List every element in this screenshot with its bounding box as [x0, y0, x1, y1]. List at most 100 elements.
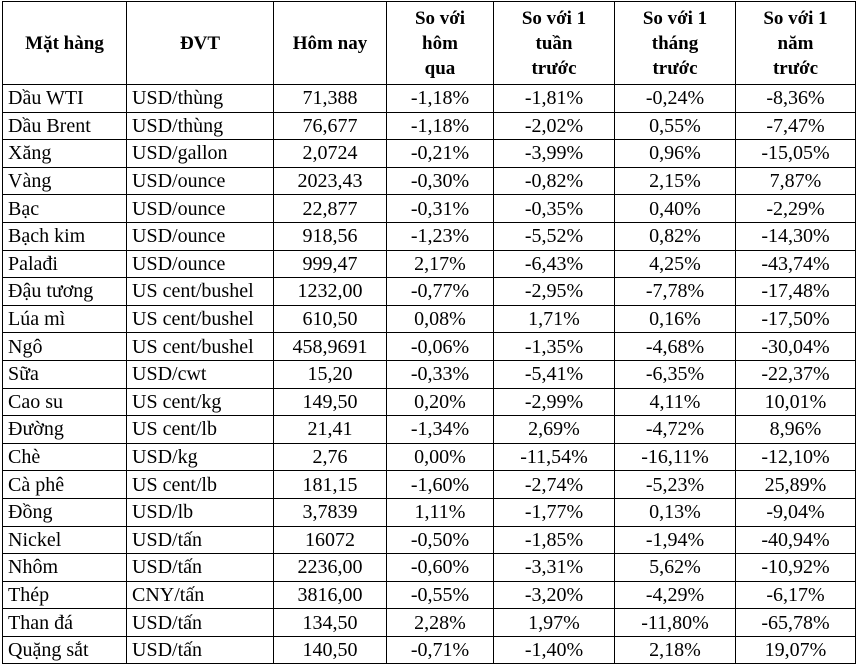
table-cell: 0,00%: [386, 442, 494, 472]
table-row: Than đá USD/tấn 134,50 2,28% 1,97% -11,80% -65…: [2, 608, 856, 637]
table-cell: -11,80%: [614, 608, 736, 637]
table-cell: US cent/bushel: [126, 332, 274, 361]
table-cell: 2,17%: [386, 249, 494, 279]
table-cell: 15,20: [273, 359, 387, 389]
table-cell: Đường: [2, 415, 127, 444]
table-cell: -0,21%: [386, 139, 494, 168]
table-cell: 610,50: [273, 304, 387, 334]
table-cell: 3816,00: [273, 580, 387, 610]
table-cell: -1,18%: [386, 84, 494, 113]
header-line: năm: [777, 32, 814, 54]
table-cell: -1,34%: [386, 415, 494, 444]
table-cell: -0,33%: [386, 359, 494, 389]
table-cell: -6,17%: [735, 580, 856, 610]
header-line: So với: [414, 7, 466, 29]
table-cell: 458,9691: [273, 332, 387, 361]
header-line: qua: [424, 57, 456, 79]
table-cell: 4,11%: [614, 387, 736, 417]
table-cell: Dầu WTI: [2, 84, 127, 113]
table-cell: -16,11%: [614, 442, 736, 472]
table-cell: Đồng: [2, 497, 127, 527]
header-line: ĐVT: [179, 32, 221, 54]
table-cell: -6,43%: [493, 249, 615, 279]
table-cell: -9,04%: [735, 497, 856, 527]
table-cell: -7,78%: [614, 277, 736, 306]
table-row: Dầu Brent USD/thùng 76,677 -1,18% -2,02% 0,55…: [2, 111, 856, 141]
header-line: trước: [772, 57, 819, 79]
table-cell: US cent/lb: [126, 470, 274, 499]
table-cell: 149,50: [273, 387, 387, 417]
table-cell: -30,04%: [735, 332, 856, 361]
table-cell: -1,77%: [493, 497, 615, 527]
table-cell: -2,99%: [493, 387, 615, 417]
table-cell: 140,50: [273, 635, 387, 665]
table-cell: -14,30%: [735, 221, 856, 251]
header-line: Mặt hàng: [25, 32, 104, 54]
table-cell: Bạc: [2, 194, 127, 223]
header-line: So với 1: [763, 7, 828, 29]
table-cell: USD/tấn: [126, 608, 274, 637]
table-cell: Cao su: [2, 387, 127, 417]
table-cell: -40,94%: [735, 525, 856, 555]
table-cell: -3,99%: [493, 139, 615, 168]
table-cell: 0,82%: [614, 221, 736, 251]
table-cell: -10,92%: [735, 553, 856, 582]
table-cell: -17,48%: [735, 277, 856, 306]
header-line: tuần: [535, 32, 573, 54]
table-cell: Xăng: [2, 139, 127, 168]
table-cell: -43,74%: [735, 249, 856, 279]
table-cell: US cent/bushel: [126, 304, 274, 334]
header-line: hôm: [422, 32, 458, 54]
table-cell: -0,30%: [386, 166, 494, 196]
table-cell: USD/ounce: [126, 166, 274, 196]
table-cell: US cent/kg: [126, 387, 274, 417]
table-cell: -0,77%: [386, 277, 494, 306]
table-cell: 22,877: [273, 194, 387, 223]
table-row: Dầu WTI USD/thùng 71,388 -1,18% -1,81% -0,24%…: [2, 84, 856, 113]
table-cell: Vàng: [2, 166, 127, 196]
table-cell: USD/tấn: [126, 525, 274, 555]
table-cell: 0,40%: [614, 194, 736, 223]
table-cell: -0,60%: [386, 553, 494, 582]
table-cell: -2,29%: [735, 194, 856, 223]
table-cell: USD/ounce: [126, 249, 274, 279]
table-cell: Palađi: [2, 249, 127, 279]
table-cell: 2,76: [273, 442, 387, 472]
table-row: Đường US cent/lb 21,41 -1,34% 2,69% -4,72% 8,9…: [2, 415, 856, 444]
table-cell: 5,62%: [614, 553, 736, 582]
table-cell: -1,85%: [493, 525, 615, 555]
table-cell: 10,01%: [735, 387, 856, 417]
table-cell: Bạch kim: [2, 221, 127, 251]
table-cell: 999,47: [273, 249, 387, 279]
table-cell: -1,35%: [493, 332, 615, 361]
table-cell: -15,05%: [735, 139, 856, 168]
table-cell: Cà phê: [2, 470, 127, 499]
table-cell: 2,69%: [493, 415, 615, 444]
table-cell: 2023,43: [273, 166, 387, 196]
table-cell: Dầu Brent: [2, 111, 127, 141]
table-cell: USD/gallon: [126, 139, 274, 168]
table-row: Đậu tương US cent/bushel 1232,00 -0,77% -2,9…: [2, 277, 856, 306]
table-row: Bạch kim USD/ounce 918,56 -1,23% -5,52% 0,82%…: [2, 221, 856, 251]
table-row: Cao su US cent/kg 149,50 0,20% -2,99% 4,11% 10…: [2, 387, 856, 417]
table-cell: 181,15: [273, 470, 387, 499]
table-cell: -1,81%: [493, 84, 615, 113]
table-cell: -1,94%: [614, 525, 736, 555]
table-cell: 2,15%: [614, 166, 736, 196]
table-row: Bạc USD/ounce 22,877 -0,31% -0,35% 0,40% -2,29…: [2, 194, 856, 223]
table-cell: -2,74%: [493, 470, 615, 499]
table-cell: 0,13%: [614, 497, 736, 527]
table-cell: USD/ounce: [126, 194, 274, 223]
table-cell: 2236,00: [273, 553, 387, 582]
table-row: Thép CNY/tấn 3816,00 -0,55% -3,20% -4,29% -6,1…: [2, 580, 856, 610]
table-cell: -8,36%: [735, 84, 856, 113]
table-row: Nhôm USD/tấn 2236,00 -0,60% -3,31% 5,62% -10,9…: [2, 553, 856, 582]
table-cell: -4,68%: [614, 332, 736, 361]
table-cell: -7,47%: [735, 111, 856, 141]
table-row: Quặng sắt USD/tấn 140,50 -0,71% -1,40% 2,18% 1…: [2, 635, 856, 665]
table-cell: 0,20%: [386, 387, 494, 417]
table-cell: 7,87%: [735, 166, 856, 196]
table-cell: -0,06%: [386, 332, 494, 361]
table-cell: -12,10%: [735, 442, 856, 472]
table-cell: USD/tấn: [126, 553, 274, 582]
